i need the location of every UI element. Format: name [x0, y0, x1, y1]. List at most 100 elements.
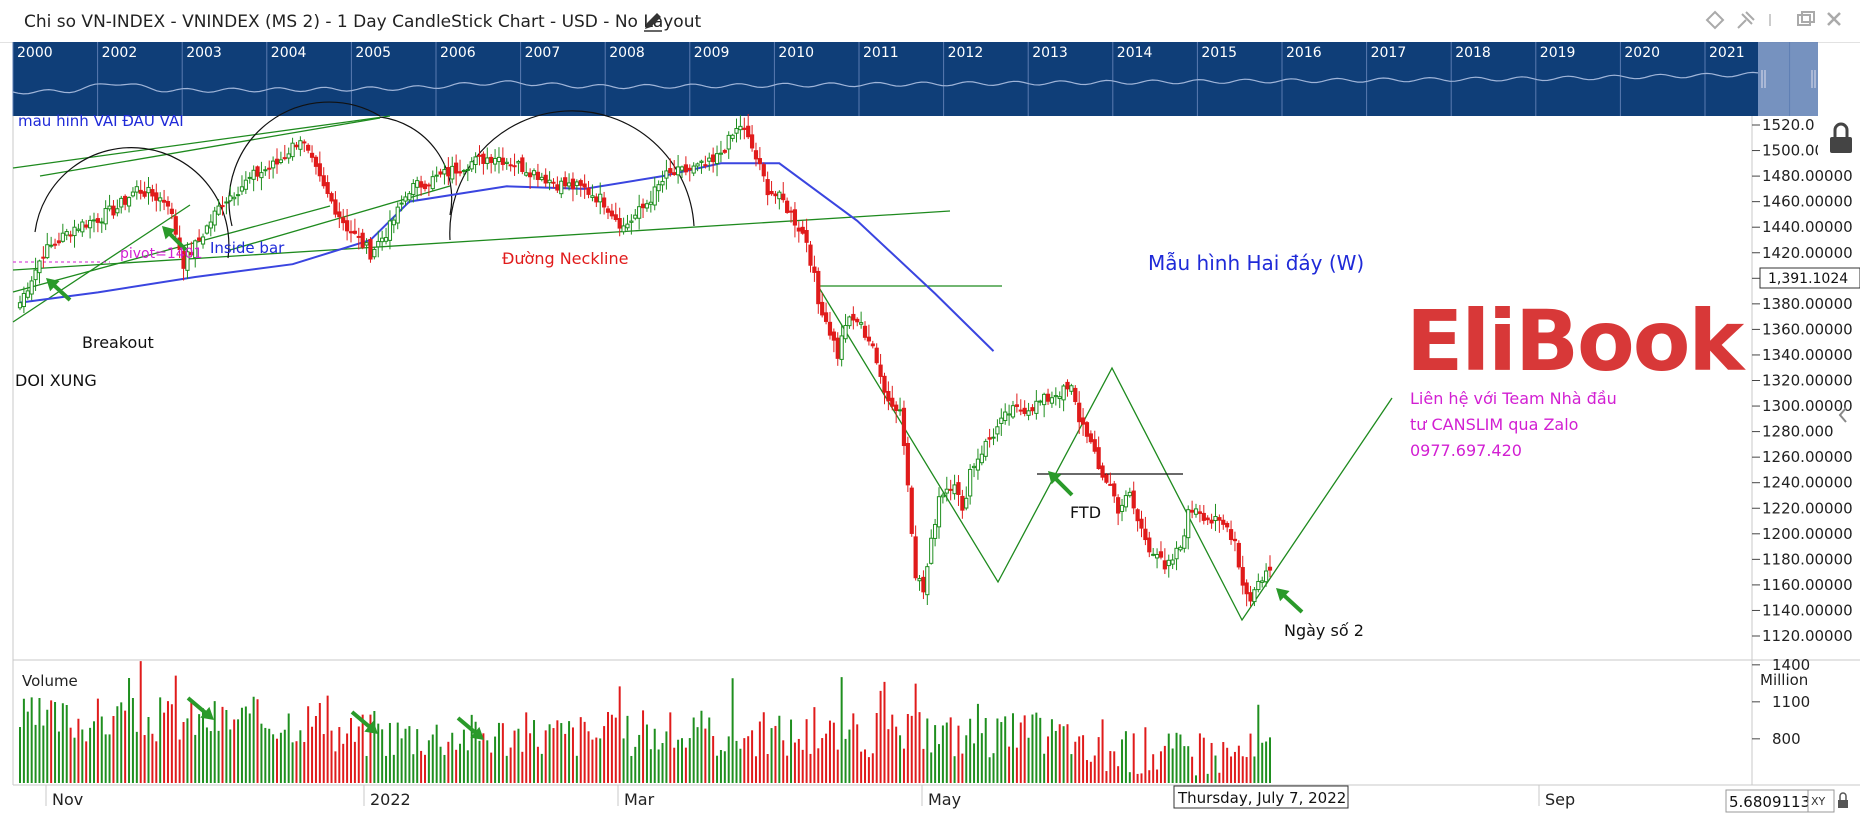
candle-down [345, 220, 350, 232]
candle-up [465, 168, 470, 171]
candle-down [1065, 381, 1070, 390]
candle-down [831, 331, 836, 341]
x-axis-tick-label: Mar [624, 790, 655, 809]
candle-up [411, 183, 416, 195]
candle-up [200, 236, 206, 245]
close-icon[interactable] [1827, 12, 1841, 26]
candle-up [652, 186, 657, 206]
candle-up [656, 184, 661, 192]
candle-down [1205, 517, 1210, 521]
signal-arrow-shaft [50, 281, 72, 302]
candle-down [792, 209, 798, 226]
candle-up [1127, 491, 1132, 497]
breakout-label: Breakout [82, 333, 154, 352]
navigator-year-label: 2014 [1117, 45, 1153, 61]
candle-down [543, 174, 548, 184]
navigator-window[interactable] [1758, 42, 1818, 116]
candle-up [434, 174, 439, 177]
candle-up [1182, 535, 1187, 549]
candle-down [1162, 560, 1167, 570]
signal-arrow-shaft [186, 696, 210, 717]
x-axis: Nov 2022 Mar May Sep Thursday, July 7, 2022 [13, 784, 1860, 809]
navigator-panel[interactable]: 2000 2002 2003 2004 2005 2006 2007 2008 2009 2010… [12, 42, 1829, 116]
candle-down [672, 172, 677, 176]
candle-down [870, 343, 875, 347]
candle-down [368, 238, 373, 260]
candle-up [1151, 553, 1156, 556]
volume-unit-label: Million [1760, 671, 1808, 689]
candle-up [995, 426, 1000, 435]
volume-axis: 1400 1100 800 [1752, 656, 1810, 748]
candle-down [1225, 522, 1230, 528]
candle-down [851, 313, 856, 321]
candle-up [364, 242, 369, 246]
pencil-icon[interactable] [642, 10, 664, 32]
y-axis-tick-label: 1140.00000 [1762, 601, 1853, 619]
candle-down [321, 175, 326, 187]
navigator-handle-left[interactable] [1761, 70, 1766, 88]
candle-down [582, 183, 587, 188]
lock-icon[interactable] [1838, 792, 1848, 808]
candle-down [874, 347, 879, 364]
lock-panel-icon[interactable] [1818, 118, 1860, 160]
window-title: Chi so VN-INDEX - VNINDEX (MS 2) - 1 Day… [24, 12, 702, 32]
candle-down [535, 171, 541, 180]
candle-down [1201, 512, 1206, 521]
candle-up [524, 172, 529, 176]
collapse-chevron-icon[interactable] [1838, 407, 1847, 423]
candle-up [263, 169, 268, 172]
volume-panel[interactable]: Volume Million 1400 1100 800 [12, 656, 1810, 785]
candle-up [933, 523, 938, 539]
candle-up [99, 221, 104, 224]
candle-down [1018, 409, 1023, 412]
signal-arrow-head [470, 726, 484, 740]
diamond-icon[interactable] [1705, 10, 1725, 30]
y-axis-tick-label: 1340.00000 [1762, 346, 1853, 364]
candle-down [921, 576, 926, 593]
candle-down [165, 201, 171, 207]
candle-up [539, 176, 544, 181]
navigator-year-label: 2006 [440, 45, 476, 61]
restore-icon[interactable] [1797, 11, 1815, 26]
candle-up [734, 128, 739, 134]
candle-down [1228, 529, 1234, 541]
candle-up [547, 179, 552, 184]
candle-down [1147, 537, 1152, 553]
candle-down [753, 150, 759, 160]
candle-up [208, 221, 213, 229]
candle-down [282, 157, 287, 160]
candle-down [197, 237, 202, 241]
pin-icon[interactable] [1737, 11, 1755, 29]
price-panel[interactable]: 1520.0 1500.000 1480.00000 1460.00000 1440.0… [12, 101, 1860, 661]
candle-up [1166, 559, 1171, 567]
double-bottom-label: Mẫu hình Hai đáy (W) [1148, 251, 1364, 275]
candle-up [380, 237, 385, 243]
candle-down [1073, 387, 1078, 402]
candle-down [909, 487, 914, 534]
candle-down [816, 270, 821, 305]
candle-down [302, 141, 307, 144]
signal-arrow-head [1276, 588, 1290, 602]
candle-up [33, 269, 38, 281]
candle-down [1116, 497, 1121, 514]
y-axis-tick-label: 1520.0 [1762, 116, 1815, 134]
signal-arrow-head [162, 226, 176, 240]
candle-down [95, 218, 100, 223]
navigator-handle-right[interactable] [1811, 70, 1816, 88]
y-axis-tick-label: 1460.00000 [1762, 193, 1853, 211]
candle-up [216, 205, 221, 215]
candle-down [570, 178, 576, 190]
candle-up [119, 197, 124, 208]
x-axis-tick-label: Sep [1545, 790, 1575, 809]
candle-down [668, 168, 673, 174]
y-axis-tick-label: 1440.00000 [1762, 218, 1853, 236]
candle-down [1135, 509, 1140, 522]
candle-up [17, 302, 23, 309]
candle-down [703, 164, 708, 167]
candle-up [450, 165, 455, 180]
candle-up [372, 248, 377, 258]
candle-down [1131, 490, 1136, 509]
candle-down [749, 134, 755, 149]
xy-button[interactable] [1807, 789, 1835, 813]
